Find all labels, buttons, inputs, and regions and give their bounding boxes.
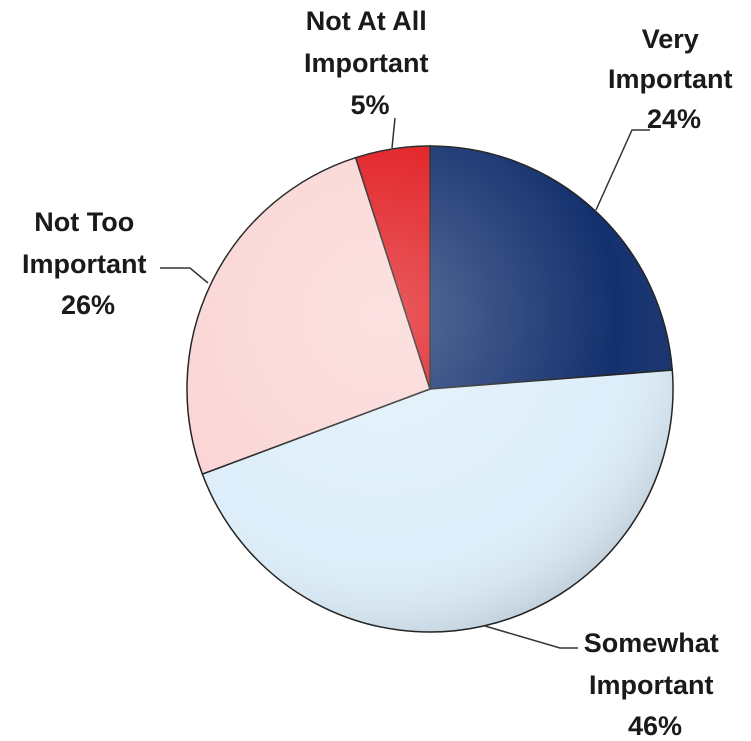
- slice-label-not-too-important: Not Too Important 26%: [22, 207, 154, 320]
- leader-lines: [160, 117, 650, 649]
- slice-label-very-important: Very Important 24%: [608, 24, 740, 134]
- slice-label-not-at-all-important: Not At All Important 5%: [304, 6, 436, 120]
- pie-slices: [186, 145, 674, 633]
- leader-line-somewhat-important: [484, 625, 578, 649]
- slice-label-somewhat-important: Somewhat Important 46%: [584, 628, 727, 741]
- leader-line-not-at-all-important: [391, 117, 396, 149]
- pie-slice-very-important: [429, 145, 674, 390]
- leader-line-not-too-important: [160, 267, 209, 284]
- leader-line-very-important: [595, 129, 650, 211]
